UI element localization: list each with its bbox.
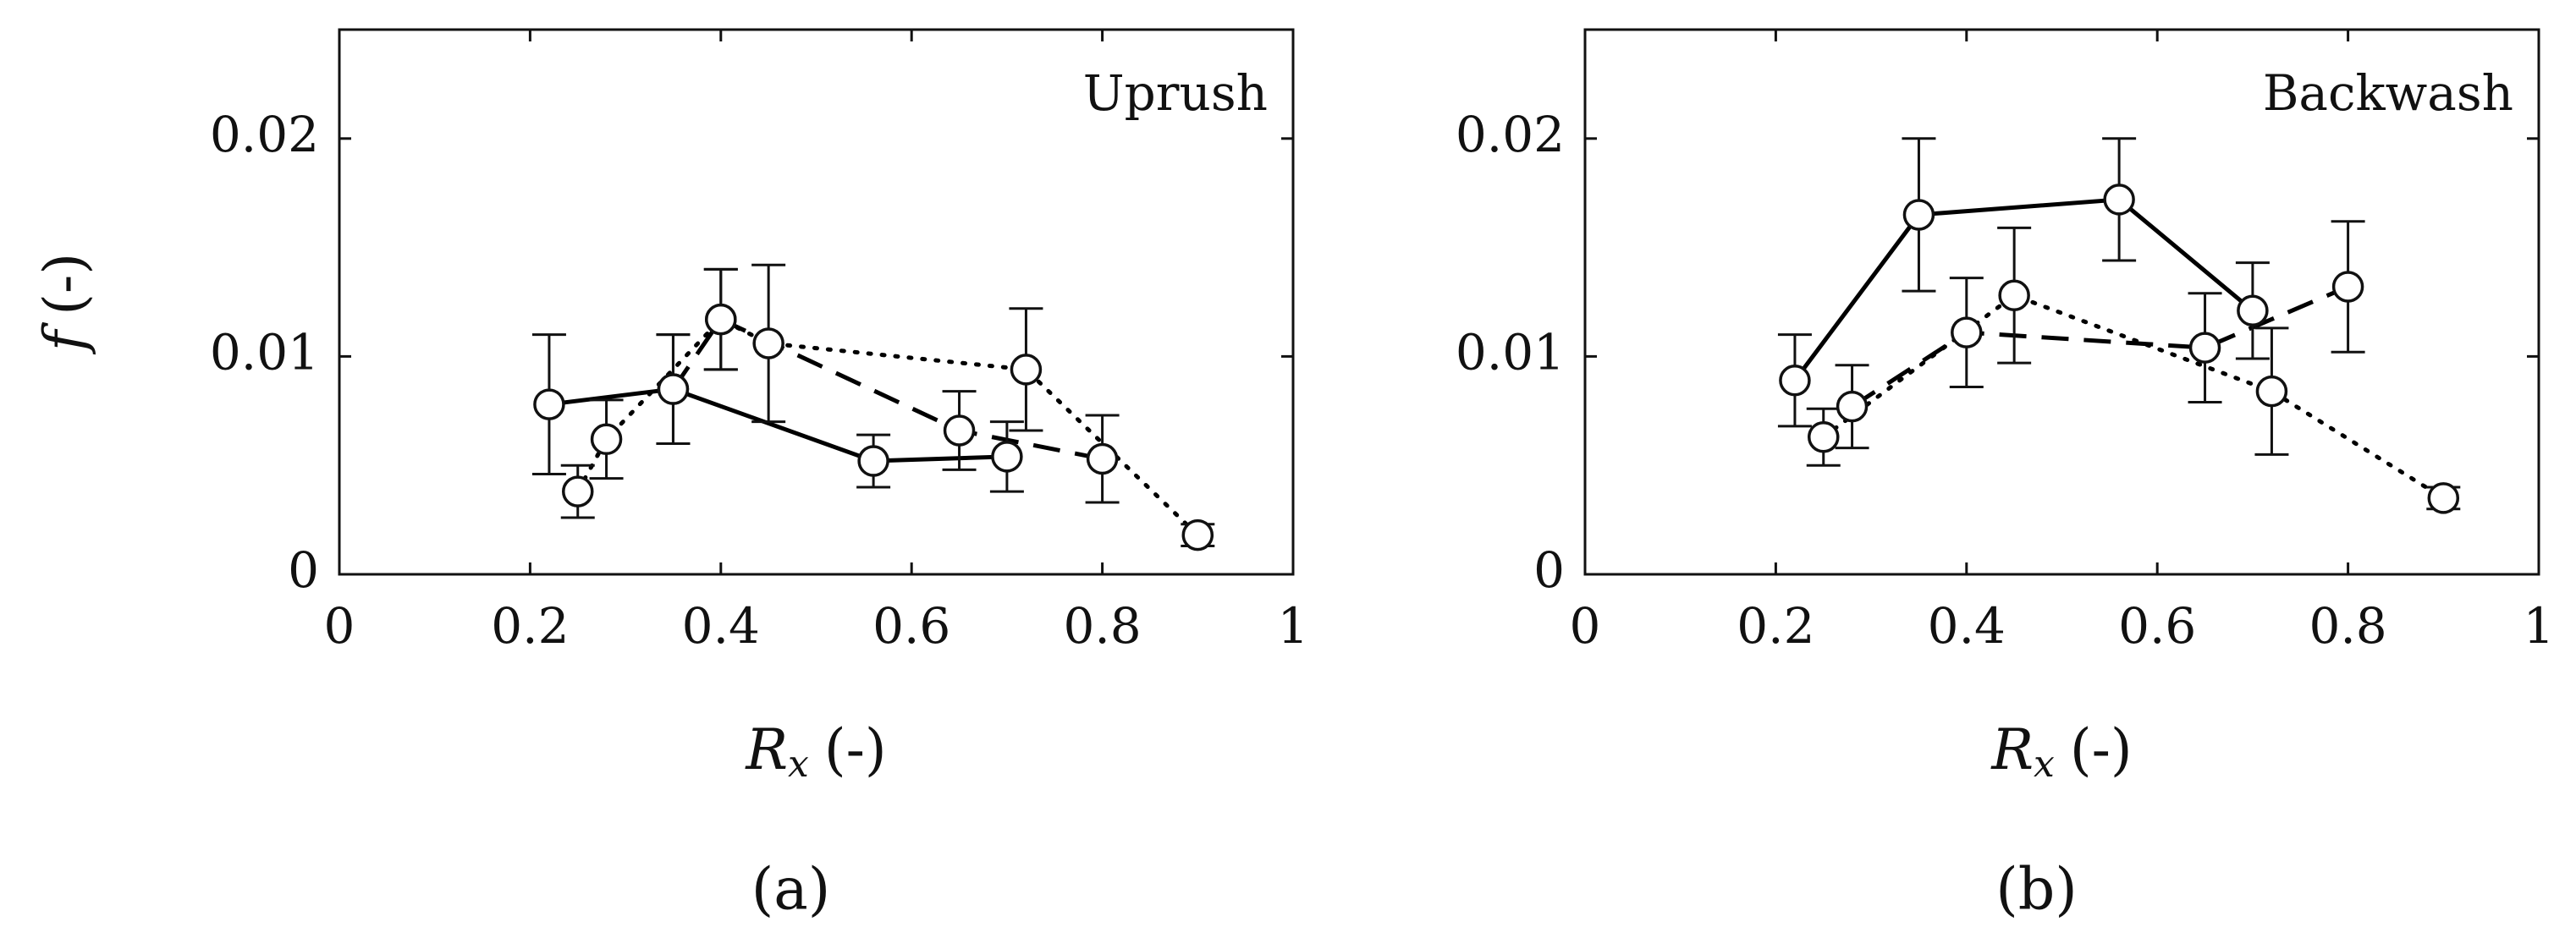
x-label-unit: (-) [2070, 717, 2133, 782]
y-axis-label: f (-) [32, 253, 97, 355]
x-label-symbol: R [1990, 717, 2034, 782]
y-tick-label: 0.02 [1456, 106, 1565, 163]
marker [857, 445, 889, 477]
x-tick-label: 0.6 [872, 597, 950, 655]
series-line [548, 387, 1007, 464]
y-tick-label: 0 [1533, 541, 1565, 599]
plot-frame [1583, 28, 2540, 576]
marker [2331, 271, 2364, 303]
marker [533, 388, 565, 420]
marker [1779, 364, 1811, 397]
marker [1998, 279, 2030, 312]
caption: (b) [1995, 857, 2078, 924]
marker [1086, 442, 1119, 475]
marker [562, 475, 594, 507]
x-label-subscript: x [788, 743, 809, 786]
series-line [1792, 197, 2254, 382]
marker [705, 303, 737, 336]
marker [657, 373, 690, 405]
marker [2237, 294, 2269, 327]
marker [991, 441, 1023, 473]
x-axis-label: Rx (-) [745, 717, 886, 786]
marker [1010, 354, 1043, 386]
marker [1181, 518, 1214, 551]
x-tick-label: 0 [1570, 597, 1601, 655]
x-tick-label: 0.8 [1063, 597, 1141, 655]
x-tick-label: 0.4 [682, 597, 760, 655]
marker [1836, 390, 1869, 423]
y-tick-label: 0.02 [210, 106, 319, 163]
y-tick-label: 0.01 [1456, 323, 1565, 381]
x-label-symbol: R [745, 717, 788, 782]
marker [752, 327, 784, 359]
annotation: Uprush [1083, 64, 1268, 122]
x-axis-label: Rx (-) [1990, 717, 2132, 786]
marker [590, 423, 623, 456]
marker [1951, 316, 1983, 348]
x-tick-label: 1 [2524, 597, 2555, 655]
y-tick-label: 0 [288, 541, 319, 599]
series-line [1851, 284, 2349, 409]
marker [2188, 332, 2221, 364]
marker [1902, 199, 1935, 231]
marker [943, 414, 976, 447]
marker [2427, 482, 2460, 514]
x-tick-label: 0.8 [2309, 597, 2386, 655]
x-tick-label: 1 [1278, 597, 1309, 655]
y-tick-label: 0.01 [210, 323, 319, 381]
series-line [1821, 293, 2446, 501]
x-tick-label: 0.2 [1737, 597, 1814, 655]
x-tick-label: 0.2 [491, 597, 569, 655]
x-label-subscript: x [2034, 743, 2055, 786]
marker [2103, 184, 2135, 216]
x-tick-label: 0.4 [1928, 597, 2006, 655]
y-label-symbol: f [32, 321, 97, 355]
x-label-unit: (-) [824, 717, 887, 782]
x-tick-label: 0.6 [2118, 597, 2196, 655]
series-line [671, 316, 1104, 461]
x-tick-label: 0 [324, 597, 355, 655]
annotation: Backwash [2263, 64, 2513, 122]
y-label-unit: (-) [32, 253, 97, 315]
marker [2255, 375, 2288, 408]
caption: (a) [751, 857, 831, 924]
plot-frame [338, 28, 1295, 576]
marker [1808, 420, 1840, 453]
